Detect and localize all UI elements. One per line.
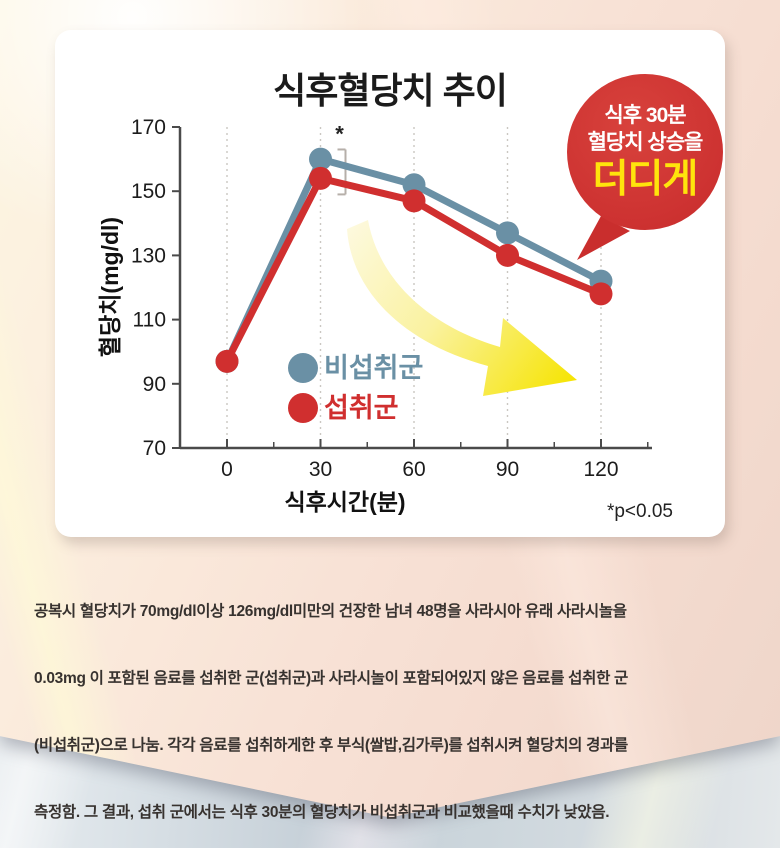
badge-text-line1: 식후 30분	[604, 104, 686, 127]
footnote-block: 공복시 혈당치가 70mg/dl이상 126mg/dl미만의 건장한 남녀 48…	[34, 556, 748, 848]
x-tick-label: 30	[309, 458, 332, 481]
y-axis-title: 혈당치(mg/dl)	[97, 217, 123, 357]
x-tick-label: 90	[496, 458, 519, 481]
chart-card: 식후혈당치 추이 70 90 110 130 150 170 0 30 60 90 120 식후시간(…	[55, 30, 725, 537]
series-point-1	[215, 349, 239, 373]
callout-badge: 식후 30분 혈당치 상승을 더디게	[567, 74, 725, 274]
y-tick-label: 90	[143, 373, 166, 396]
series-point-0	[402, 173, 426, 197]
x-tick-label: 120	[583, 458, 618, 481]
series-point-1	[402, 189, 426, 213]
footnote-line: 0.03mg 이 포함된 음료를 섭취한 군(섭취군)과 사라시놀이 포함되어있…	[34, 670, 629, 688]
x-tick-label: 60	[402, 458, 425, 481]
y-tick-label: 150	[131, 180, 166, 203]
series-point-1	[589, 282, 613, 306]
y-tick-label: 170	[131, 116, 166, 139]
footnote-line: 공복시 혈당치가 70mg/dl이상 126mg/dl미만의 건장한 남녀 48…	[34, 602, 627, 620]
legend-label: 비섭취군	[324, 353, 423, 383]
x-axis-title: 식후시간(분)	[284, 489, 405, 515]
series-point-1	[496, 243, 520, 267]
badge-tail	[577, 216, 630, 260]
badge-circle: 식후 30분 혈당치 상승을 더디게	[567, 74, 723, 230]
y-tick-label: 130	[131, 244, 166, 267]
badge-text-line2: 혈당치 상승을	[587, 131, 704, 154]
chart-title: 식후혈당치 추이	[273, 70, 508, 111]
series-point-0	[496, 221, 520, 245]
footnote-line: (비섭취군)으로 나눔. 각각 음료를 섭취하게한 후 부식(쌀밥,김가루)를 …	[34, 737, 629, 755]
p-value-note: *p<0.05	[607, 501, 673, 522]
trend-down-arrow	[347, 220, 577, 396]
footnote-line: 측정함. 그 결과, 섭취 군에서는 식후 30분의 혈당치가 비섭취군과 비교…	[34, 804, 610, 822]
legend-swatch	[288, 353, 318, 383]
legend-label: 섭취군	[324, 393, 399, 423]
y-tick-label: 110	[133, 309, 166, 332]
y-tick-label: 70	[143, 437, 166, 460]
line-chart: 70 90 110 130 150 170 0 30 60 90 120 식후시간(분) 혈당치(mg/…	[97, 116, 673, 522]
x-tick-label: 0	[221, 458, 233, 481]
legend-swatch	[288, 393, 318, 423]
badge-text-highlight: 더디게	[592, 158, 699, 201]
significance-marker: *	[335, 121, 344, 146]
series-point-0	[309, 147, 333, 171]
series-point-1	[309, 166, 333, 190]
